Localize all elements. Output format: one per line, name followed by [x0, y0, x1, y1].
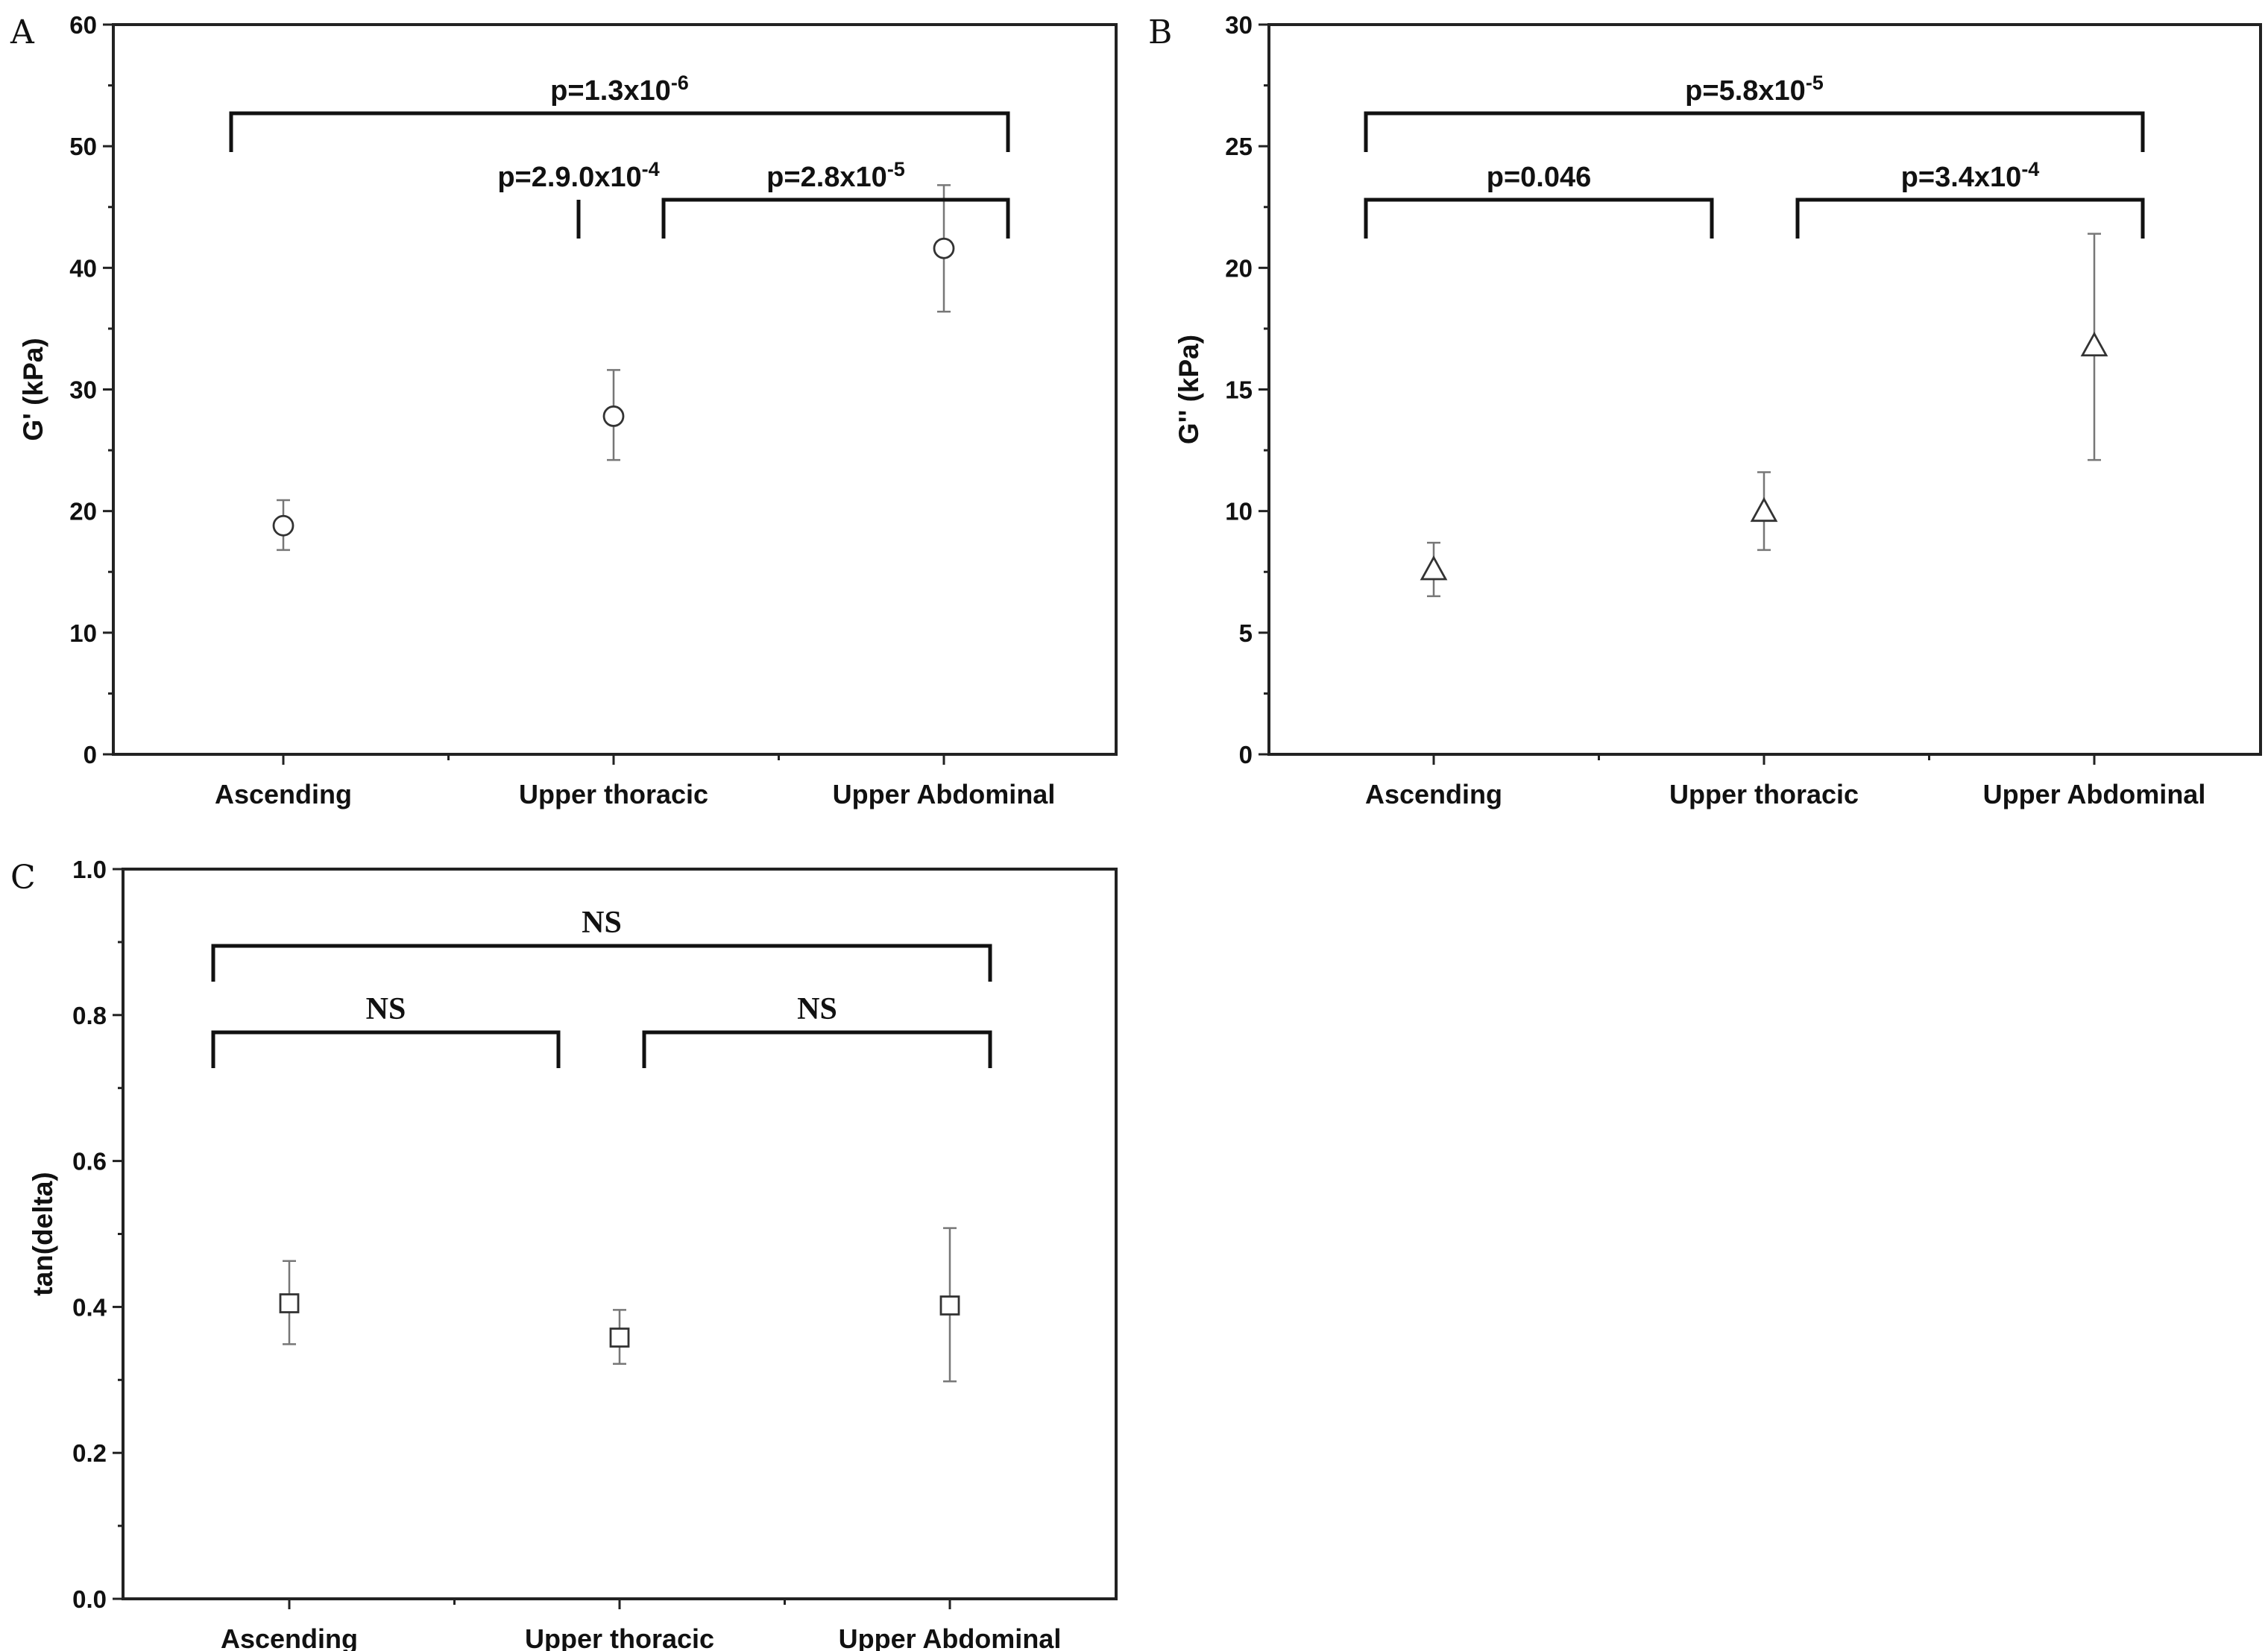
y-axis-title: G'' (kPa)	[1174, 335, 1204, 444]
y-tick-label: 10	[69, 619, 97, 647]
p-value-label: p=2.9.0x10-4	[497, 158, 659, 193]
p-value-label: NS	[582, 906, 622, 940]
y-tick-label: 0.2	[72, 1439, 107, 1467]
y-axis-title: G' (kPa)	[18, 338, 48, 441]
y-tick-label: 25	[1225, 133, 1253, 160]
p-value-exponent: -6	[671, 72, 689, 94]
y-tick-label: 30	[69, 376, 97, 404]
chart-panel-b: B 0 5 10 15 20 25 30 G'' (kPa) Ascending Upper tho…	[1148, 11, 2262, 809]
y-tick-label: 10	[1225, 498, 1253, 525]
significance-bracket	[642, 1030, 992, 1068]
x-tick-label: Upper Abdominal	[1983, 779, 2206, 809]
y-tick-label: 0.4	[72, 1293, 107, 1321]
plot-frame	[1267, 23, 2262, 756]
significance-bracket	[1795, 198, 2145, 239]
p-value-label: p=1.3x10-6	[550, 72, 689, 107]
data-point	[2080, 331, 2108, 357]
y-axis-title: tan(delta)	[28, 1172, 58, 1296]
significance-bracket	[661, 198, 1010, 239]
y-tick-label: 15	[1225, 376, 1253, 404]
data-point	[939, 1295, 960, 1316]
y-tick-label: 5	[1239, 619, 1253, 647]
p-value-label: p=3.4x10-4	[1901, 158, 2040, 193]
y-tick-label: 50	[69, 133, 97, 160]
panel-letter: B	[1148, 13, 1172, 51]
significance-bracket	[229, 111, 1010, 152]
x-tick-label: Ascending	[215, 779, 352, 809]
y-tick-label: 0.0	[72, 1585, 107, 1613]
data-point	[279, 1293, 300, 1313]
data-point	[1750, 496, 1778, 523]
p-value-label: p=2.8x10-5	[766, 158, 905, 193]
plot-frame	[112, 23, 1118, 756]
chart-panel-a: A 0 10 20 30 40 50 60 G' (kPa) Ascending Upper tho…	[10, 11, 1118, 809]
y-tick-label: 60	[69, 11, 97, 39]
y-tick-label: 0	[84, 741, 97, 768]
y-tick-label: 40	[69, 254, 97, 282]
panel-letter: C	[10, 859, 36, 897]
p-value-exponent: -5	[887, 158, 905, 180]
y-tick-label: 1.0	[72, 856, 107, 883]
panel-letter: A	[10, 13, 35, 51]
p-value-exponent: -4	[642, 158, 660, 180]
y-tick-label: 20	[69, 498, 97, 525]
data-point	[1420, 555, 1448, 581]
p-value-label: p=5.8x10-5	[1685, 72, 1824, 107]
p-value-exponent: -4	[2021, 158, 2039, 180]
data-point	[609, 1328, 630, 1348]
y-tick-label: 20	[1225, 254, 1253, 282]
x-tick-label: Upper thoracic	[519, 779, 708, 809]
plot-frame	[122, 868, 1118, 1600]
p-value-label: p=0.046	[1487, 162, 1592, 193]
significance-bracket	[1364, 198, 1714, 239]
significance-bracket	[1364, 111, 2145, 152]
chart-panel-c: C 0.0 0.2 0.4 0.6 0.8 1.0 tan(delta) Ascending Up…	[10, 856, 1118, 1651]
x-tick-label: Upper Abdominal	[839, 1623, 1062, 1651]
data-point	[602, 405, 625, 427]
x-tick-label: Upper thoracic	[525, 1623, 714, 1651]
y-tick-label: 0.6	[72, 1148, 107, 1175]
y-tick-label: 0.8	[72, 1002, 107, 1029]
y-tick-label: 0	[1239, 741, 1253, 768]
p-value-exponent: -5	[1806, 72, 1824, 94]
x-tick-label: Ascending	[221, 1623, 358, 1651]
significance-bracket	[211, 944, 992, 982]
p-value-label: NS	[366, 992, 406, 1026]
x-tick-label: Ascending	[1365, 779, 1502, 809]
x-tick-label: Upper Abdominal	[833, 779, 1056, 809]
data-point	[272, 514, 294, 537]
x-tick-label: Upper thoracic	[1669, 779, 1859, 809]
data-point	[933, 237, 955, 259]
y-tick-label: 30	[1225, 11, 1253, 39]
significance-bracket	[211, 1030, 561, 1068]
p-value-label: NS	[797, 992, 837, 1026]
